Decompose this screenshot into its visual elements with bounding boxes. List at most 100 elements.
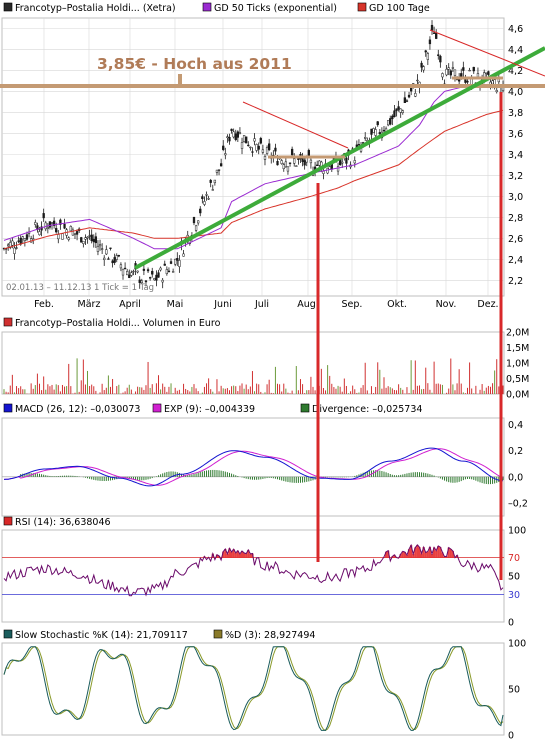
price-candle-body xyxy=(147,270,149,271)
price-candle-body xyxy=(423,67,425,70)
resistance-marker-tick xyxy=(178,74,182,86)
price-candle-body xyxy=(103,258,105,260)
price-candle-body xyxy=(133,271,135,272)
price-candle-body xyxy=(97,246,99,251)
volume-y-tick-label: 2,0M xyxy=(506,328,529,339)
price-x-tick-label: Feb. xyxy=(34,299,54,310)
price-candle-body xyxy=(414,93,416,96)
price-candle-body xyxy=(383,130,385,131)
price-candle-body xyxy=(204,201,206,204)
volume-y-axis: 2,0M1,5M1,0M0,5M0,0M xyxy=(506,328,529,401)
price-candle-body xyxy=(316,165,318,166)
legend-label-gd50: GD 50 Ticks (exponential) xyxy=(214,3,337,14)
price-candle-body xyxy=(118,255,120,256)
price-candle-body xyxy=(285,162,287,167)
price-candle-body xyxy=(208,198,210,199)
price-candle-body xyxy=(391,116,393,119)
date-range-caption: 02.01.13 – 11.12.13 1 Tick = 1 Tag xyxy=(6,283,154,293)
rsi-overbought-fill xyxy=(427,551,429,557)
price-candle-body xyxy=(51,223,53,224)
stochastic-y-tick-label: 0 xyxy=(508,731,514,742)
macd-y-tick-label: 0,4 xyxy=(508,420,523,431)
price-candle-body xyxy=(99,244,101,245)
legend-label-stoch-k: Slow Stochastic %K (14): 21,709117 xyxy=(15,630,188,641)
price-candle-body xyxy=(291,149,293,155)
price-candle-body xyxy=(55,228,57,232)
price-candle-body xyxy=(429,40,431,44)
price-x-tick-label: Sep. xyxy=(342,299,363,310)
price-candle-body xyxy=(34,222,36,224)
price-candle-body xyxy=(467,81,469,82)
legend-label-volume: Francotyp–Postalia Holdi... Volumen in E… xyxy=(15,318,221,329)
price-candle-body xyxy=(448,68,450,70)
price-candle-body xyxy=(47,227,49,228)
price-candle-body xyxy=(162,280,164,282)
price-candle-body xyxy=(266,147,268,153)
price-candle-body xyxy=(346,158,348,163)
price-candle-body xyxy=(137,271,139,272)
price-candle-body xyxy=(74,233,76,234)
price-candle-body xyxy=(24,239,26,241)
price-candle-body xyxy=(439,56,441,62)
price-candle-body xyxy=(442,73,444,77)
price-candle-body xyxy=(14,248,16,254)
price-y-tick-label: 3,2 xyxy=(508,171,523,182)
price-x-tick-label: Juni xyxy=(213,299,231,310)
price-candle-body xyxy=(427,54,429,60)
price-candle-body xyxy=(295,166,297,167)
price-candle-body xyxy=(304,160,306,165)
price-candle-body xyxy=(452,67,454,68)
price-candle-body xyxy=(337,166,339,171)
price-candle-body xyxy=(239,132,241,133)
price-candle-body xyxy=(252,152,254,153)
price-candle-body xyxy=(11,241,13,245)
price-candle-body xyxy=(471,79,473,85)
price-candle-body xyxy=(70,226,72,231)
stochastic-y-tick-label: 100 xyxy=(508,639,526,650)
price-candle-body xyxy=(277,161,279,165)
legend-label-rsi: RSI (14): 36,638046 xyxy=(15,517,111,528)
price-y-tick-label: 4,6 xyxy=(508,24,523,35)
price-candle-body xyxy=(39,232,41,235)
price-candle-body xyxy=(389,118,391,124)
legend-swatch-volume xyxy=(4,318,12,326)
price-candle-body xyxy=(268,144,270,150)
price-candle-body xyxy=(377,122,379,125)
price-candle-body xyxy=(394,111,396,117)
price-candle-body xyxy=(174,259,176,264)
price-candle-body xyxy=(256,144,258,150)
rsi-overbought-fill xyxy=(435,551,437,558)
price-candle-body xyxy=(396,109,398,111)
rsi-y-tick-label: 100 xyxy=(508,526,526,537)
price-candle-body xyxy=(264,156,266,159)
rsi-overbought-fill xyxy=(425,552,427,557)
price-candle-body xyxy=(235,134,237,140)
price-y-tick-label: 2,2 xyxy=(508,276,523,287)
price-candle-body xyxy=(433,33,435,34)
stochastic-y-tick-label: 50 xyxy=(508,685,520,696)
price-y-tick-label: 3,4 xyxy=(508,150,523,161)
price-candle-body xyxy=(193,217,195,223)
price-candle-body xyxy=(82,241,84,243)
price-candle-body xyxy=(465,80,467,83)
legend-swatch-gd50 xyxy=(203,3,211,11)
legend-label-divergence: Divergence: –0,025734 xyxy=(312,404,422,415)
price-y-tick-label: 4,0 xyxy=(508,87,523,98)
price-candle-body xyxy=(158,273,160,278)
price-candle-body xyxy=(400,109,402,112)
price-candle-body xyxy=(289,163,291,164)
price-candle-body xyxy=(26,235,28,240)
price-candle-body xyxy=(153,278,155,279)
price-candle-body xyxy=(22,237,24,239)
price-candle-body xyxy=(398,107,400,110)
price-candle-body xyxy=(492,81,494,84)
price-candle-body xyxy=(473,67,475,71)
price-candle-body xyxy=(95,237,97,243)
price-candle-body xyxy=(112,261,114,263)
price-candle-body xyxy=(249,147,251,148)
price-candle-body xyxy=(62,234,64,240)
volume-y-tick-label: 1,0M xyxy=(506,359,529,370)
price-candle-body xyxy=(375,130,377,136)
